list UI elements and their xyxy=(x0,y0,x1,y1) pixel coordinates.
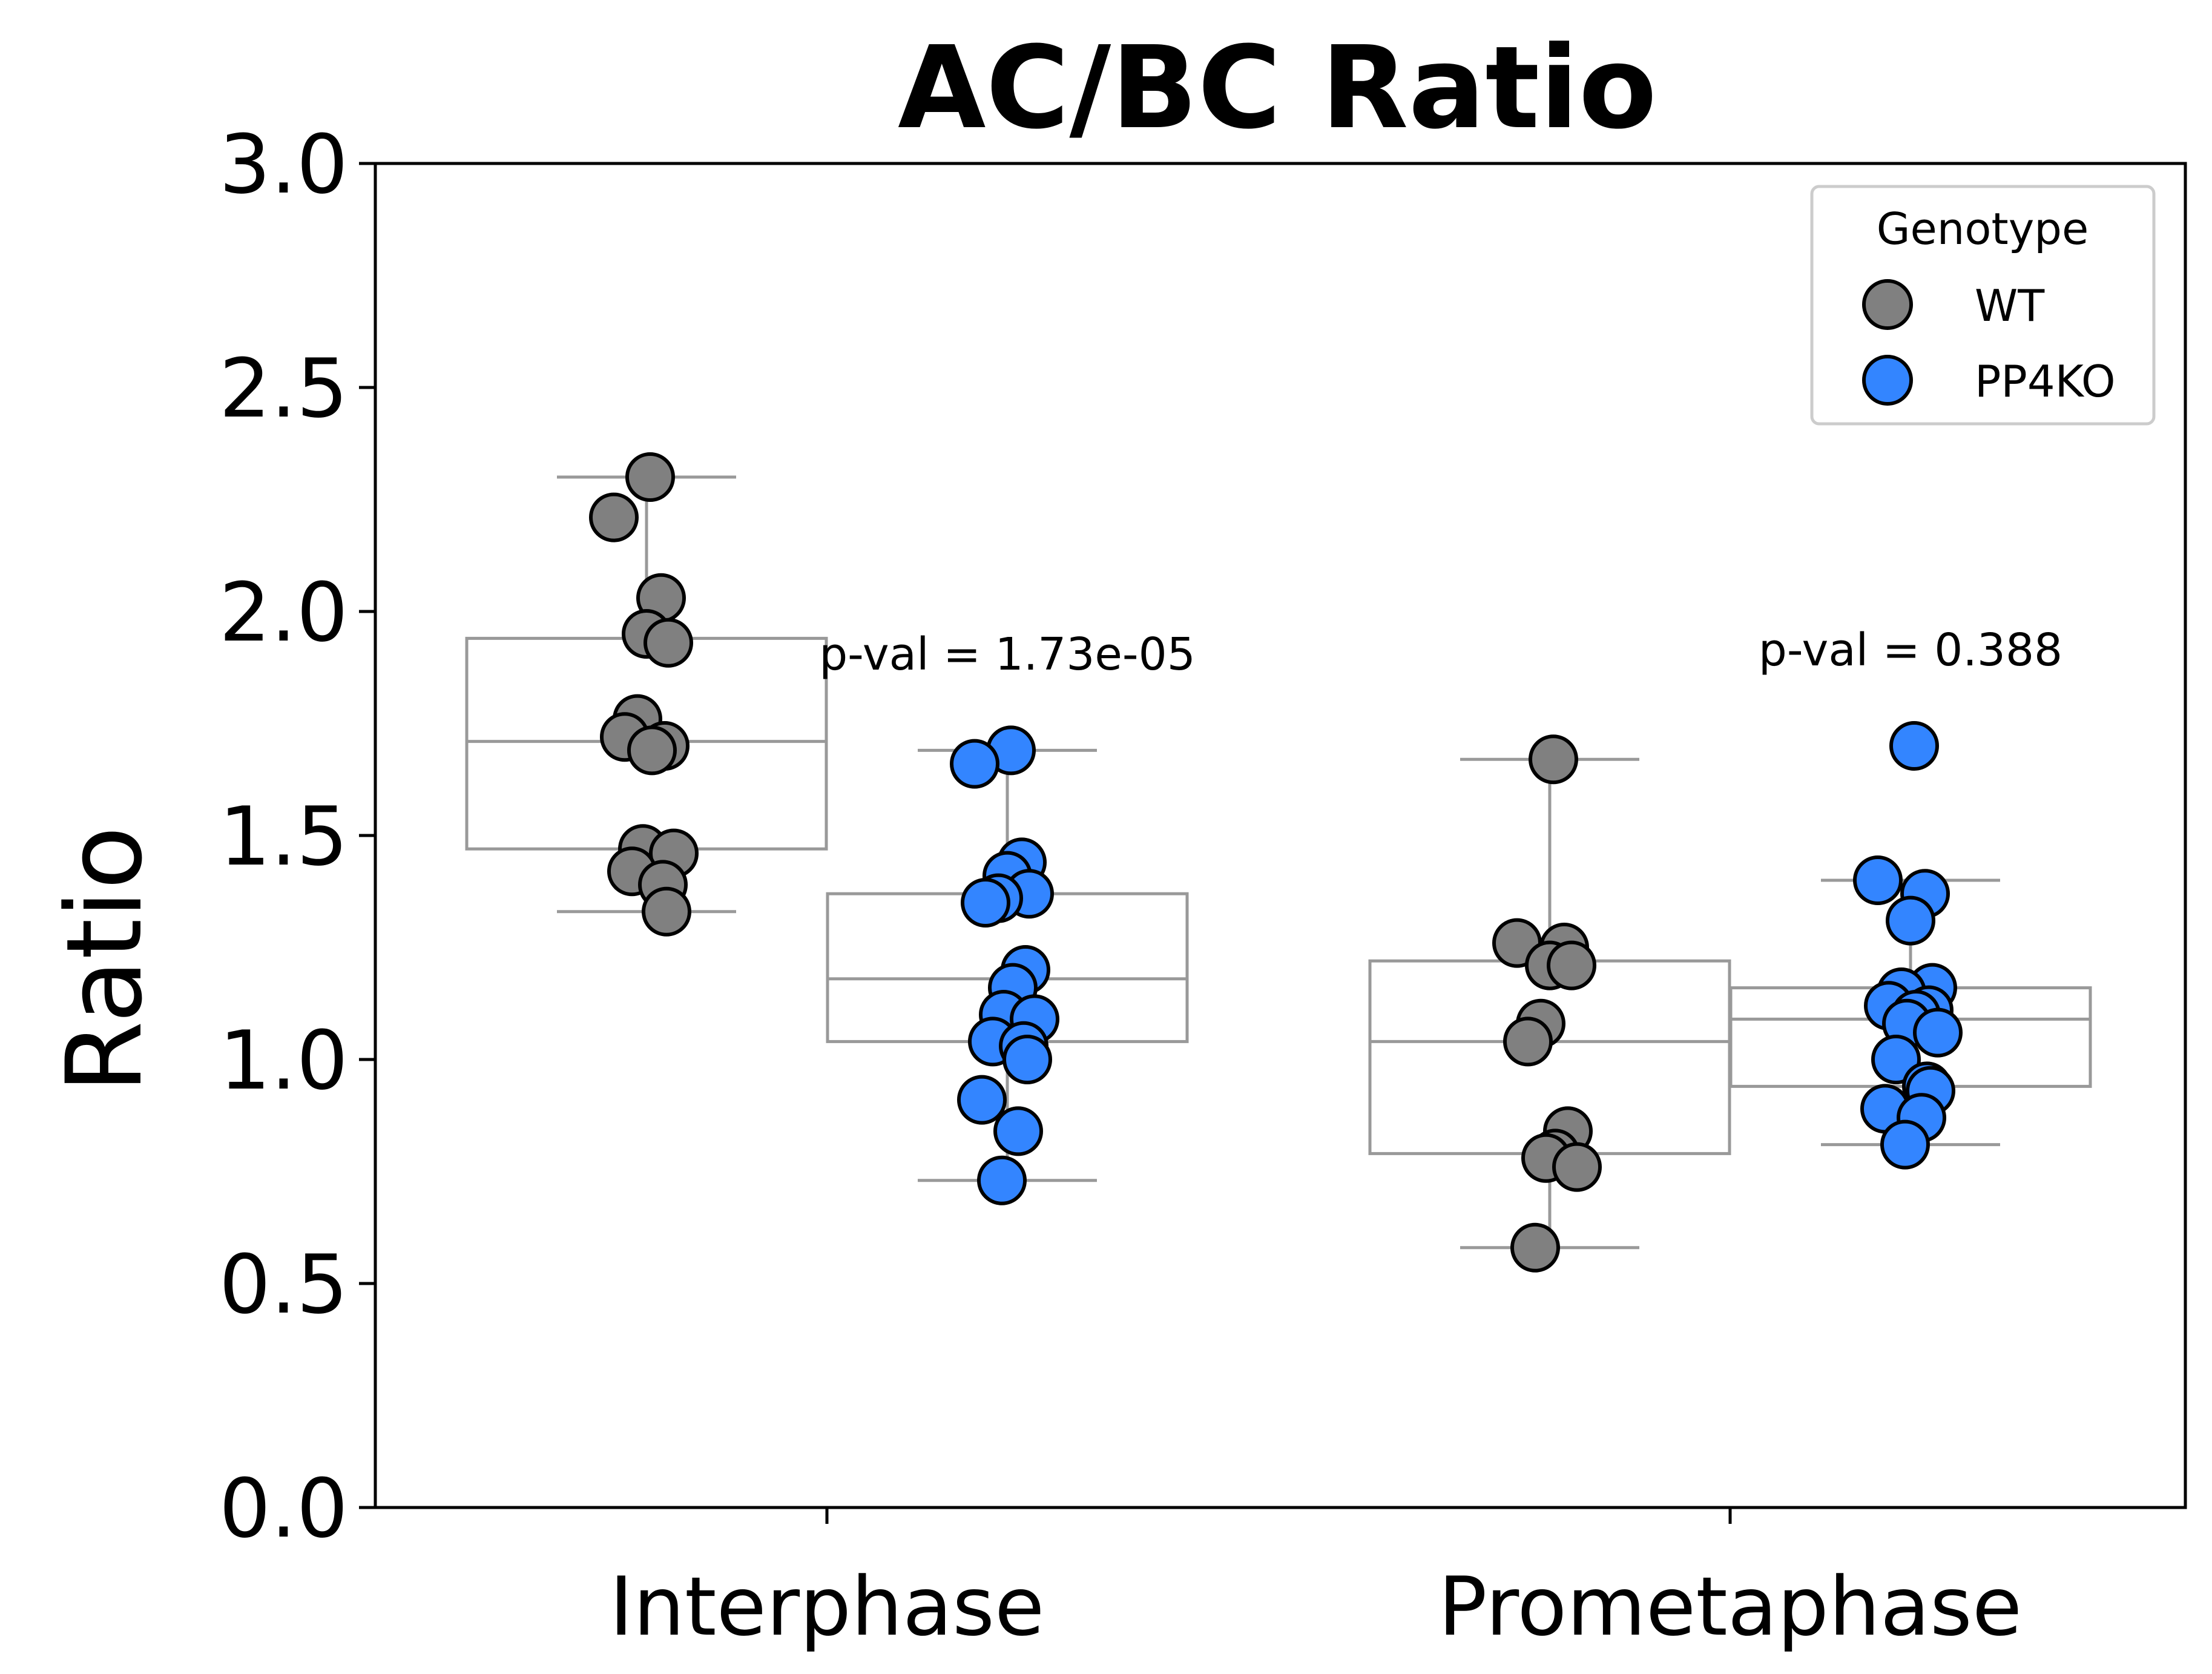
y-tick-label: 0.0 xyxy=(219,1461,348,1556)
legend-label-pp4ko: PP4KO xyxy=(1975,356,2116,407)
y-tick-label: 1.5 xyxy=(219,789,348,884)
data-point-wt xyxy=(1503,1017,1553,1067)
data-point-pp4ko xyxy=(1889,721,1939,771)
plot-area: 0.0 0.5 1.0 1.5 2.0 2.5 3.0 Interphase Prometaph… xyxy=(219,117,2187,1654)
data-point-pp4ko xyxy=(1002,1035,1052,1084)
legend-title: Genotype xyxy=(1877,203,2089,254)
y-tick-label: 3.0 xyxy=(219,117,348,212)
x-tick-label: Interphase xyxy=(610,1560,1045,1654)
chart-title: AC/BC Ratio xyxy=(898,22,1657,154)
data-point-pp4ko xyxy=(950,739,999,789)
y-tick-label: 1.0 xyxy=(219,1013,348,1108)
axes-frame xyxy=(374,162,2187,1509)
data-point-wt xyxy=(589,492,639,542)
data-point-pp4ko xyxy=(1886,895,1935,946)
data-point-pp4ko xyxy=(1853,855,1903,905)
legend-marker-wt xyxy=(1862,279,1913,330)
legend-marker-pp4ko xyxy=(1862,355,1913,406)
data-point-wt xyxy=(1552,1142,1602,1192)
data-point-pp4ko xyxy=(1880,1119,1930,1170)
p-value-annotation: p-val = 0.388 xyxy=(1759,624,2062,676)
y-axis-label: Ratio xyxy=(44,826,165,1093)
legend-label-wt: WT xyxy=(1975,280,2045,331)
data-point-wt xyxy=(644,618,693,668)
data-point-pp4ko xyxy=(993,1106,1043,1156)
x-tick-label: Prometaphase xyxy=(1438,1560,2023,1654)
y-tick-label: 2.5 xyxy=(219,341,348,436)
data-point-pp4ko xyxy=(961,878,1010,928)
data-point-wt xyxy=(1529,734,1578,785)
y-tick-label: 0.5 xyxy=(219,1237,348,1332)
data-point-wt xyxy=(1510,1222,1560,1273)
legend: Genotype WT PP4KO xyxy=(1810,185,2156,426)
data-point-wt xyxy=(625,452,675,502)
y-tick-label: 2.0 xyxy=(219,565,348,660)
data-point-pp4ko xyxy=(1913,1007,1963,1058)
data-point-wt xyxy=(642,886,691,937)
p-value-annotation: p-val = 1.73e-05 xyxy=(819,628,1196,680)
data-point-pp4ko xyxy=(977,1155,1027,1205)
data-point-wt xyxy=(627,725,677,776)
data-point-wt xyxy=(1547,940,1596,990)
data-point-pp4ko xyxy=(957,1075,1007,1125)
